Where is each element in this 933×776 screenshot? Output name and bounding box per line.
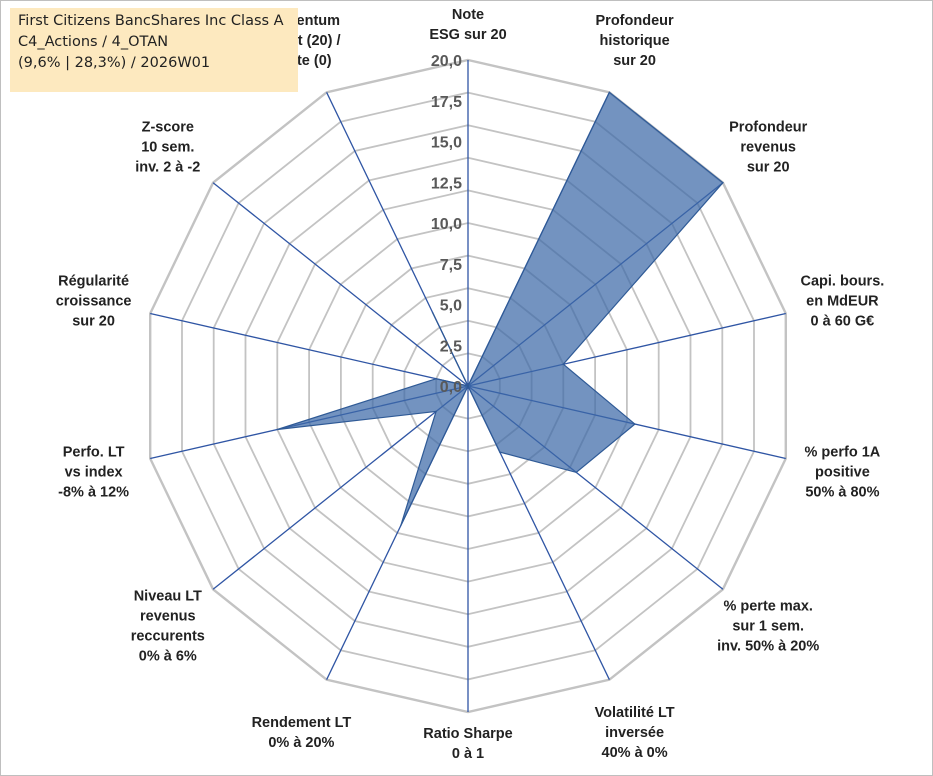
- radial-tick-labels: 0,0 2,5 5,0 7,5 10,0 12,5 15,0 17,5 20,0: [431, 53, 462, 396]
- data-point-8: [400, 524, 402, 527]
- axis-label-9-line-3: 0% à 6%: [139, 648, 197, 664]
- title-line-3: (9,6% | 28,3%) / 2026W01: [18, 55, 211, 71]
- axis-label-3-line-0: Capi. bours.: [801, 274, 885, 290]
- spoke-9: [212, 385, 469, 590]
- tick-label: 5,0: [440, 298, 462, 315]
- axis-label-3-line-2: 0 à 60 G€: [811, 314, 875, 330]
- axis-labels: Note ESG sur 20 Profondeur historique sur 20…: [56, 7, 885, 762]
- title-line-2: C4_Actions / 4_OTAN: [18, 34, 169, 50]
- axis-label-10-line-2: -8% à 12%: [58, 484, 129, 500]
- axis-label-3-line-1: en MdEUR: [806, 294, 879, 310]
- axis-label-5-line-1: sur 1 sem.: [732, 618, 804, 634]
- axis-label-9-line-1: revenus: [140, 608, 196, 624]
- axis-label-2-line-2: sur 20: [747, 160, 790, 176]
- axis-label-4-line-2: 50% à 80%: [805, 484, 879, 500]
- data-point-2: [722, 181, 724, 184]
- data-point-12: [467, 385, 469, 387]
- data-point-6: [499, 451, 501, 453]
- axis-label-5-line-0: % perte max.: [723, 598, 812, 614]
- data-point-3: [562, 363, 565, 366]
- axis-label-4-line-0: % perfo 1A: [805, 444, 881, 460]
- title-box: First Citizens BancShares Inc Class A C4…: [10, 8, 298, 92]
- spoke-11: [150, 312, 469, 387]
- axis-label-1-line-1: historique: [600, 33, 670, 49]
- axis-label-11-line-0: Régularité: [58, 274, 129, 290]
- axis-label-8-line-0: Rendement LT: [252, 715, 352, 731]
- tick-label: 20,0: [431, 53, 462, 70]
- axis-label-8-line-1: 0% à 20%: [268, 735, 334, 751]
- axis-label-10-line-0: Perfo. LT: [63, 444, 125, 460]
- data-point-13: [431, 311, 434, 314]
- tick-label: 12,5: [431, 175, 462, 192]
- axis-label-4-line-1: positive: [815, 464, 870, 480]
- axis-label-12-line-0: Z-score: [142, 120, 194, 136]
- tick-label: 7,5: [440, 257, 462, 274]
- axis-label-6-line-0: Volatilité LT: [595, 705, 675, 721]
- axis-label-9-line-2: reccurents: [131, 628, 205, 644]
- axis-label-7-line-1: 0 à 1: [452, 746, 484, 762]
- axis-label-6-line-2: 40% à 0%: [602, 745, 668, 761]
- series-area: [277, 91, 724, 526]
- data-point-5: [575, 471, 578, 474]
- tick-label: 2,5: [440, 338, 462, 355]
- axis-label-1-line-0: Profondeur: [596, 13, 674, 29]
- axis-label-11-line-1: croissance: [56, 294, 132, 310]
- title-line-1: First Citizens BancShares Inc Class A: [18, 13, 284, 29]
- tick-label: 15,0: [431, 135, 462, 152]
- axis-label-9-line-0: Niveau LT: [134, 588, 202, 604]
- axis-label-12-line-2: inv. 2 à -2: [135, 160, 200, 176]
- axis-label-2-line-0: Profondeur: [729, 120, 807, 136]
- data-point-10: [276, 428, 279, 431]
- tick-label: 0,0: [440, 379, 462, 396]
- axis-label-7-line-0: Ratio Sharpe: [423, 726, 512, 742]
- axis-label-0-line-1: ESG sur 20: [429, 27, 506, 43]
- spoke-12: [212, 182, 469, 387]
- axis-label-11-line-2: sur 20: [72, 314, 115, 330]
- tick-label: 10,0: [431, 216, 462, 233]
- axis-label-5-line-2: inv. 50% à 20%: [717, 638, 819, 654]
- axis-label-2-line-1: revenus: [740, 140, 796, 156]
- axis-label-0-line-0: Note: [452, 7, 484, 23]
- data-point-1: [608, 91, 611, 94]
- data-point-9: [435, 410, 437, 413]
- axis-label-6-line-1: inversée: [605, 725, 664, 741]
- axis-label-10-line-1: vs index: [65, 464, 123, 480]
- tick-label: 17,5: [431, 94, 462, 111]
- radar-series: [276, 91, 724, 527]
- data-point-4: [634, 423, 636, 425]
- data-point-11: [435, 377, 438, 380]
- axis-label-12-line-1: 10 sem.: [141, 140, 194, 156]
- axis-label-1-line-2: sur 20: [613, 53, 656, 69]
